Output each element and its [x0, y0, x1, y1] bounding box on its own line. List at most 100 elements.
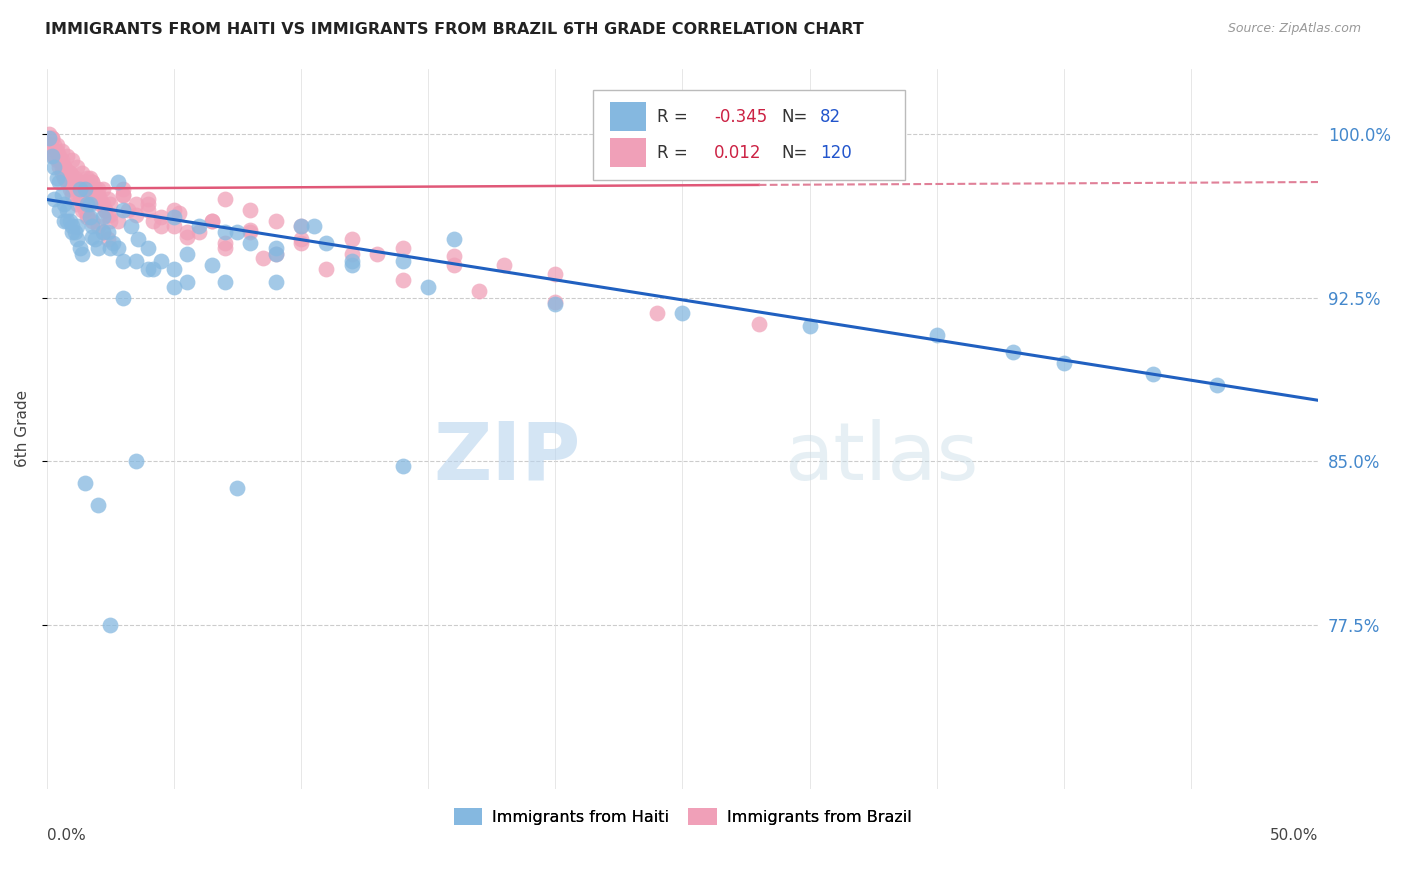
Point [53, 214, 76, 228]
Point [111, 291, 134, 305]
Point [214, 240, 236, 254]
Point [63, 170, 86, 185]
Point [125, 197, 148, 211]
Point [76, 170, 98, 185]
Point [138, 203, 160, 218]
Point [58, 170, 80, 185]
Point [239, 223, 262, 237]
Point [82, 184, 104, 198]
Point [111, 253, 134, 268]
Point [56, 166, 79, 180]
Point [60, 219, 83, 233]
Point [69, 181, 91, 195]
Point [391, 273, 413, 287]
Point [150, 210, 173, 224]
Point [315, 236, 337, 251]
Point [79, 170, 101, 185]
Point [366, 247, 388, 261]
Point [201, 258, 224, 272]
Point [111, 181, 134, 195]
Point [51, 145, 73, 159]
Point [82, 219, 104, 233]
Point [86, 181, 108, 195]
Text: -0.345: -0.345 [714, 108, 768, 126]
Point [214, 193, 236, 207]
Point [89, 197, 111, 211]
Point [41, 149, 63, 163]
Point [44, 149, 66, 163]
Point [63, 181, 86, 195]
Point [51, 160, 73, 174]
Point [98, 618, 121, 632]
Point [38, 131, 60, 145]
Point [66, 188, 89, 202]
Point [98, 197, 121, 211]
Point [264, 276, 287, 290]
Point [176, 276, 198, 290]
Point [188, 225, 211, 239]
Point [97, 225, 120, 239]
Point [72, 197, 94, 211]
Point [340, 253, 363, 268]
Point [86, 498, 108, 512]
Point [645, 306, 668, 320]
Point [44, 160, 66, 174]
Point [86, 188, 108, 202]
Point [1205, 378, 1227, 392]
Point [89, 193, 111, 207]
Point [38, 127, 60, 141]
Point [60, 175, 83, 189]
Point [56, 149, 79, 163]
Point [44, 193, 66, 207]
Point [91, 225, 114, 239]
Point [226, 225, 249, 239]
Point [63, 225, 86, 239]
Point [163, 262, 186, 277]
Point [214, 276, 236, 290]
Point [418, 280, 440, 294]
Point [97, 232, 120, 246]
Point [167, 205, 190, 219]
Point [76, 208, 98, 222]
Point [82, 214, 104, 228]
Point [73, 203, 96, 218]
Point [671, 306, 693, 320]
Point [391, 458, 413, 473]
Point [264, 240, 287, 254]
Point [443, 249, 465, 263]
Point [82, 175, 104, 189]
Text: R =: R = [657, 144, 688, 161]
Point [97, 208, 120, 222]
Text: IMMIGRANTS FROM HAITI VS IMMIGRANTS FROM BRAZIL 6TH GRADE CORRELATION CHART: IMMIGRANTS FROM HAITI VS IMMIGRANTS FROM… [45, 22, 863, 37]
Point [84, 181, 107, 195]
Point [290, 232, 312, 246]
Point [94, 203, 117, 218]
Text: 82: 82 [820, 108, 841, 126]
Point [91, 181, 114, 195]
Point [290, 219, 312, 233]
Point [69, 175, 91, 189]
Bar [593, 90, 905, 180]
Point [45, 145, 67, 159]
Point [45, 137, 67, 152]
Point [239, 203, 262, 218]
Point [107, 214, 129, 228]
Point [41, 142, 63, 156]
Point [925, 327, 948, 342]
Point [72, 247, 94, 261]
Text: R =: R = [657, 108, 688, 126]
Point [45, 170, 67, 185]
Point [302, 219, 325, 233]
Text: 0.0%: 0.0% [46, 828, 86, 843]
Point [214, 225, 236, 239]
Point [66, 197, 89, 211]
Text: 0.012: 0.012 [714, 144, 762, 161]
Point [53, 197, 76, 211]
Point [163, 219, 186, 233]
Point [98, 208, 121, 222]
Point [138, 197, 160, 211]
Point [79, 197, 101, 211]
Point [201, 214, 224, 228]
Point [264, 247, 287, 261]
Point [48, 160, 70, 174]
